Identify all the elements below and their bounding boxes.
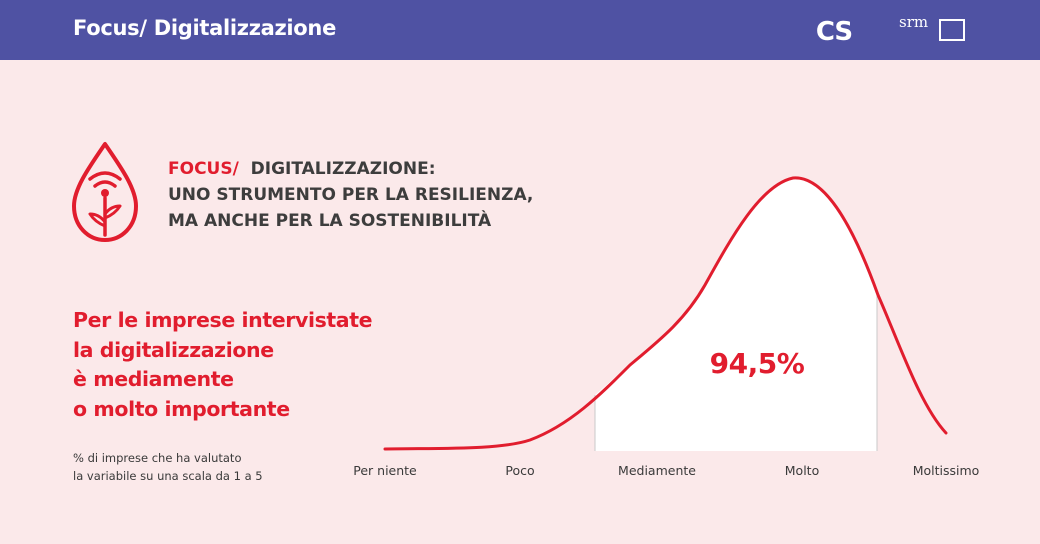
- heading-line1: DIGITALIZZAZIONE:: [250, 159, 436, 179]
- lead-line1: Per le imprese intervistate: [73, 308, 373, 332]
- note-line1: % di imprese che ha valutato: [73, 451, 242, 465]
- digital-leaf-drop-icon: [72, 142, 138, 242]
- x-tick-label: Moltissimo: [913, 463, 980, 478]
- x-axis-ticks: Per niente Poco Mediamente Molto Moltissimo: [353, 463, 979, 478]
- lead-statement: Per le imprese intervistate la digitaliz…: [73, 306, 373, 424]
- page-title: Focus/ Digitalizzazione: [73, 16, 337, 40]
- cs-logo-text: CS: [816, 17, 852, 44]
- section-heading: FOCUS/ DIGITALIZZAZIONE: UNO STRUMENTO P…: [168, 156, 533, 234]
- lead-line2: la digitalizzazione: [73, 337, 274, 362]
- lead-line4: o molto importante: [73, 396, 290, 421]
- distribution-curve: [383, 176, 948, 451]
- heading-line2: UNO STRUMENTO PER LA RESILIENZA,: [168, 185, 534, 205]
- srm-logo: srm: [899, 13, 971, 47]
- header-bar: Focus/ Digitalizzazione CS srm: [0, 0, 1040, 60]
- x-tick-label: Poco: [505, 463, 534, 478]
- cs-logo: CS: [816, 17, 853, 44]
- x-tick-label: Per niente: [353, 463, 417, 478]
- srm-logo-box: [939, 19, 965, 41]
- highlight-area: [595, 177, 877, 451]
- srm-logo-text: srm: [899, 13, 929, 31]
- scale-note: % di imprese che ha valutato la variabil…: [73, 449, 263, 485]
- highlight-percentage-label: 94,5%: [710, 347, 805, 380]
- x-tick-label: Mediamente: [618, 463, 696, 478]
- x-tick-label: Molto: [785, 463, 819, 478]
- heading-focus: FOCUS/: [168, 159, 239, 179]
- heading-line3: MA ANCHE PER LA SOSTENIBILITÀ: [168, 211, 492, 231]
- lead-line3: è mediamente: [73, 367, 234, 391]
- note-line2: la variabile su una scala da 1 a 5: [73, 469, 263, 483]
